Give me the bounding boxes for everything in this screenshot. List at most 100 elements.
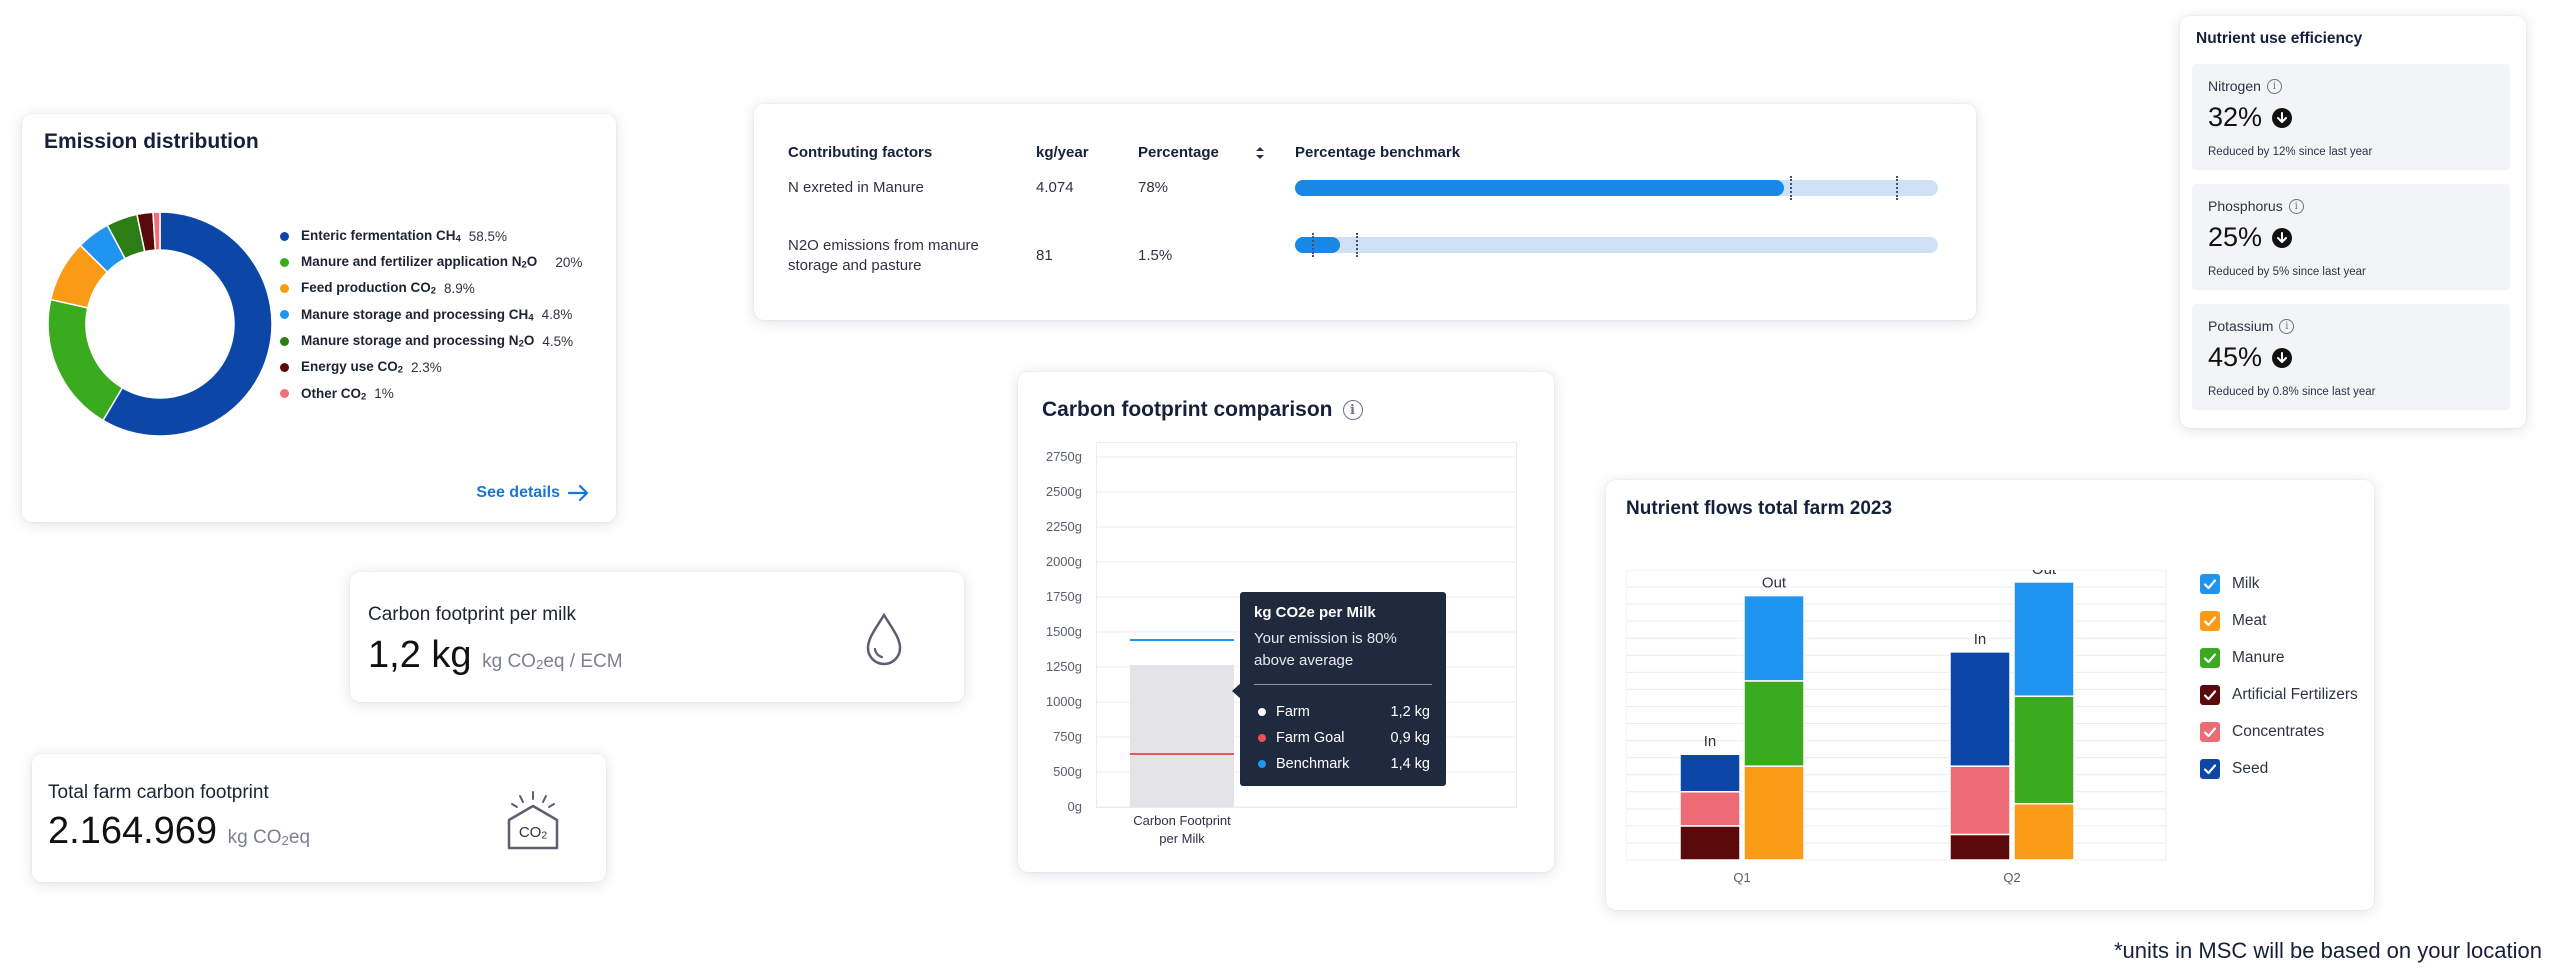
comparison-x-label: Carbon Footprint per Milk [1133,813,1231,846]
nue-phosphorus: Phosphorus i 25% Reduced by 5% since last… [2192,184,2510,290]
stack-label: Out [2032,570,2057,578]
info-icon[interactable]: i [2288,198,2304,214]
flow-bar-segment[interactable] [1679,753,1741,793]
nue-percentage: 25% [2208,222,2263,252]
flow-bar-segment[interactable] [1743,594,1805,682]
y-tick-label: 2250g [1045,519,1082,534]
flow-legend-item[interactable]: Seed [2200,759,2268,779]
milk-unit: kg CO2eq / ECM [482,651,623,672]
donut-slice[interactable] [152,211,161,251]
carbon-comparison-card: Carbon footprint comparison i 2750g 2500g… [1018,372,1554,872]
milk-label: Carbon footprint per milk [368,604,577,625]
legend-dot [280,336,289,346]
y-tick-label: 1500g [1045,624,1082,639]
emission-title: Emission distribution [44,130,259,153]
checkbox-checked-icon[interactable] [2200,648,2220,668]
y-tick-label: 2000g [1045,554,1082,569]
nue-note: Reduced by 12% since last year [2208,146,2373,158]
sort-icon[interactable] [1255,146,1265,160]
checkbox-checked-icon[interactable] [2200,574,2220,594]
flow-bar-segment[interactable] [1679,791,1741,827]
emission-legend-item: Manure and fertilizer application N2O 20% [280,252,582,272]
legend-label: Other CO2 [301,385,367,402]
legend-value: 1% [374,386,394,402]
footnote: *units in MSC will be based on your loca… [2113,938,2542,963]
arrow-down-icon [2272,227,2293,248]
stack-label: In [1704,733,1717,750]
header-percentage[interactable]: Percentage [1138,144,1265,161]
flow-legend-label: Artificial Fertilizers [2232,686,2358,703]
legend-dot [280,363,289,372]
header-kg-year: kg/year [1036,144,1089,161]
nutrient-flows-chart: In Out Q1 In Out Q2 [1626,570,2167,885]
donut-slice[interactable] [101,211,273,437]
total-label: Total farm carbon footprint [48,782,269,803]
tooltip-row-benchmark: Benchmark 1,4 kg [1258,756,1430,772]
flow-legend-item[interactable]: Milk [2200,574,2260,594]
stack-label: Out [1762,575,1787,592]
flow-bar-segment[interactable] [1743,765,1805,861]
info-icon[interactable]: i [2266,78,2282,94]
flow-bar-segment[interactable] [1743,680,1805,767]
y-tick-label: 1750g [1045,589,1082,604]
flow-bar-segment[interactable] [1679,825,1741,861]
flow-legend-item[interactable]: Concentrates [2200,722,2324,742]
legend-label: Manure storage and processing N2O [301,332,535,350]
legend-value: 2.3% [411,360,442,375]
see-details-link[interactable]: See details [476,484,590,502]
legend-label: Feed production CO2 [301,280,436,297]
tooltip-row-farm-goal: Farm Goal 0,9 kg [1258,730,1430,746]
info-icon[interactable]: i [1342,400,1363,420]
legend-value: 4.8% [541,307,573,323]
milk-value-line: 1,2 kg kg CO2eq / ECM [368,634,623,677]
header-percentage-benchmark: Percentage benchmark [1295,144,1461,161]
tooltip-row-farm: Farm 1,2 kg [1258,704,1430,720]
total-value: 2.164.969 [48,810,218,852]
benchmark-marker [1896,176,1899,200]
flow-legend-item[interactable]: Manure [2200,648,2285,668]
flows-title: Nutrient flows total farm 2023 [1626,498,1893,519]
checkbox-checked-icon[interactable] [2200,722,2220,742]
legend-value: 4.5% [542,333,574,349]
nue-name: Potassium [2208,318,2274,334]
y-tick-label: 2500g [1045,484,1082,499]
nue-percentage: 45% [2208,342,2263,372]
water-drop-icon [866,612,902,666]
comparison-title-text: Carbon footprint comparison [1042,398,1333,421]
flow-bar-segment[interactable] [2013,802,2075,861]
y-tick-label: 1000g [1045,694,1082,709]
flow-bar-segment[interactable] [1949,765,2011,836]
benchmark-fill [1295,237,1340,253]
factor-row-1-kg: 4.074 [1036,179,1074,196]
factor-row-2-kg: 81 [1036,247,1053,264]
checkbox-checked-icon[interactable] [2200,611,2220,631]
info-icon[interactable]: i [2279,318,2295,334]
nue-title: Nutrient use efficiency [2196,30,2363,47]
legend-label: Manure and fertilizer application N2O [301,254,538,271]
emission-distribution-card: Emission distribution Enteric fermentati… [22,114,616,522]
flow-legend-item[interactable]: Meat [2200,611,2266,631]
flow-bar-segment[interactable] [2013,581,2075,697]
legend-dot [280,257,289,267]
carbon-per-milk-card: Carbon footprint per milk 1,2 kg kg CO2e… [350,572,964,702]
benchmark-marker [1356,233,1359,257]
y-tick-label: 0g [1067,799,1082,814]
flow-legend-label: Seed [2232,760,2269,777]
flow-bar-segment[interactable] [2013,695,2075,805]
co2-house-icon: CO2 [502,790,564,852]
factor-row-2-benchmark-bar [1295,233,1938,257]
checkbox-checked-icon[interactable] [2200,685,2220,705]
flow-bar-segment[interactable] [1949,651,2011,767]
farm-bar[interactable] [1130,665,1234,807]
checkbox-checked-icon[interactable] [2200,759,2220,779]
factor-row-2-name: N2O emissions from manure storage and pa… [788,237,979,274]
y-tick-label: 1250g [1045,659,1082,674]
donut-slice[interactable] [47,298,124,422]
flow-bar-segment[interactable] [1949,833,2011,861]
flow-legend-item[interactable]: Artificial Fertilizers [2200,685,2358,705]
benchmark-fill [1295,180,1784,196]
contributing-factors-card: Contributing factors kg/year Percentage … [754,104,1976,320]
flow-legend-label: Meat [2232,612,2267,629]
flow-legend-label: Milk [2232,575,2260,592]
comparison-title: Carbon footprint comparison i [1042,398,1363,422]
